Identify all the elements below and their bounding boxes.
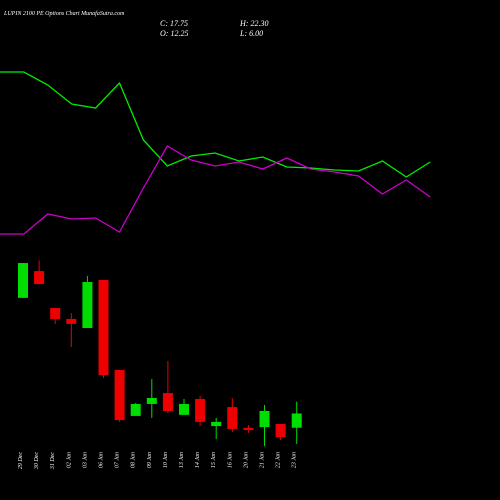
- candle-body: [130, 403, 141, 416]
- candle-body: [34, 271, 45, 285]
- x-tick-label: 02 Jan: [66, 452, 72, 468]
- candle-body: [146, 397, 157, 404]
- candle-body: [291, 413, 302, 428]
- candle-body: [259, 410, 270, 428]
- x-tick-label: 30 Dec: [34, 452, 40, 470]
- candle-body: [114, 369, 125, 421]
- candle-body: [98, 279, 109, 376]
- x-tick-label: 29 Dec: [18, 452, 24, 469]
- x-tick-label: 16 Jan: [227, 452, 233, 468]
- x-tick-label: 07 Jan: [115, 452, 121, 468]
- ohlc-close: C: 17.75: [160, 19, 188, 28]
- x-tick-label: 14 Jan: [194, 452, 201, 468]
- x-tick-label: 10 Jan: [163, 452, 169, 468]
- x-tick-label: 09 Jan: [147, 452, 153, 468]
- x-tick-label: 03 Jan: [82, 452, 88, 468]
- candle-body: [66, 318, 77, 324]
- line-series: [0, 145, 431, 235]
- candle-body: [275, 423, 286, 437]
- candle-body: [211, 421, 222, 427]
- line-series: [0, 71, 431, 178]
- ohlc-low: L: 6.00: [239, 29, 263, 38]
- candle-body: [243, 427, 254, 430]
- ohlc-open: O: 12.25: [160, 29, 188, 38]
- x-tick-label: 22 Jan: [276, 452, 282, 468]
- x-tick-label: 13 Jan: [179, 452, 185, 468]
- candle-body: [50, 308, 61, 319]
- candle-body: [195, 399, 206, 422]
- chart-title: LUPIN 2100 PE Options Chart MunafaSutra.…: [3, 10, 125, 17]
- ohlc-high: H: 22.30: [239, 19, 268, 28]
- x-tick-label: 31 Dec: [50, 452, 56, 470]
- x-tick-label: 20 Jan: [243, 452, 249, 468]
- candle-body: [179, 403, 189, 415]
- candle-body: [18, 263, 28, 298]
- candle-body: [227, 407, 238, 429]
- candle-body: [82, 282, 93, 329]
- x-tick-label: 23 Jan: [292, 452, 298, 468]
- candle-body: [162, 393, 173, 411]
- x-tick-label: 15 Jan: [211, 452, 217, 468]
- x-tick-label: 06 Jan: [99, 452, 105, 468]
- x-tick-label: 08 Jan: [131, 452, 137, 468]
- x-tick-label: 21 Jan: [260, 452, 266, 468]
